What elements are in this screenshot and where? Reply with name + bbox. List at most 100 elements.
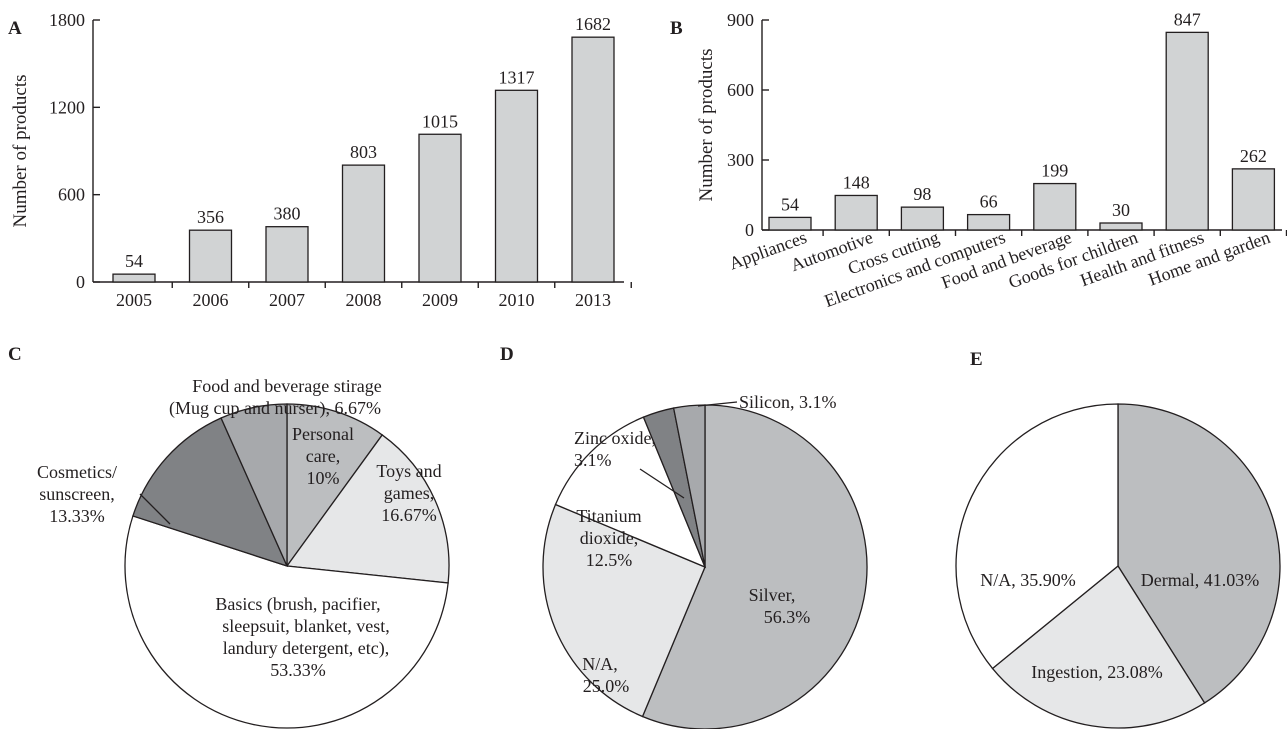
x-tick-label: 2005 <box>116 290 152 310</box>
bar <box>341 164 386 283</box>
pie-slice <box>286 403 384 569</box>
bar <box>1033 182 1077 231</box>
bar <box>188 229 233 283</box>
bar-value-label: 1015 <box>422 111 458 131</box>
slice-label: 3.1% <box>574 450 612 470</box>
bar <box>1165 31 1209 231</box>
bar-value-label: 847 <box>1174 9 1201 29</box>
slice-label: games, <box>384 483 434 503</box>
y-tick-label: 0 <box>745 220 754 240</box>
bar-value-label: 1317 <box>499 67 535 87</box>
slice-label: landury detergent, etc), <box>223 638 390 659</box>
slice-label: 10% <box>307 468 340 488</box>
y-axis-title: Number of products <box>10 74 31 227</box>
slice-label: N/A, <box>582 654 618 674</box>
slice-label: Basics (brush, pacifier, <box>215 594 380 615</box>
bar-value-label: 199 <box>1041 161 1068 181</box>
x-tick-label: 2007 <box>269 290 305 310</box>
bar-value-label: 262 <box>1240 146 1267 166</box>
slice-label: 16.67% <box>381 505 437 525</box>
pie-slice <box>554 416 707 569</box>
slice-label: 56.3% <box>764 607 811 627</box>
panel-letter-b: B <box>670 18 683 39</box>
slice-label: N/A, 35.90% <box>980 570 1076 590</box>
panel-letter-a: A <box>8 18 22 39</box>
bar <box>265 226 309 283</box>
bar <box>571 36 615 283</box>
leader-line <box>139 493 171 525</box>
bar <box>966 213 1011 231</box>
pie-slice <box>991 565 1206 729</box>
slice-label: Food and beverage stirage <box>192 376 381 396</box>
bar-value-label: 380 <box>274 204 301 224</box>
slice-label: Zinc oxide, <box>574 428 656 448</box>
slice-label: care, <box>306 446 340 466</box>
panel-letter-d: D <box>500 344 514 365</box>
bar-value-label: 356 <box>197 207 224 227</box>
y-axis-title: Number of products <box>696 48 717 201</box>
x-tick-label: 2008 <box>346 290 382 310</box>
slice-label: Personal <box>292 424 354 444</box>
slice-label: Dermal, 41.03% <box>1141 570 1259 590</box>
pie-slice <box>285 434 450 584</box>
y-tick-label: 1800 <box>49 10 85 30</box>
y-tick-label: 1200 <box>49 97 85 117</box>
bar <box>418 133 462 283</box>
y-tick-label: 900 <box>727 10 754 30</box>
bar-value-label: 803 <box>350 142 377 162</box>
pie-chart-d: Silver,56.3% N/A,25.0% Titaniumdioxide,12.… <box>542 392 868 729</box>
panel-letter-c: C <box>8 344 22 365</box>
bar-value-label: 148 <box>843 172 870 192</box>
pie-slice <box>124 515 449 729</box>
bar-value-label: 54 <box>781 194 799 214</box>
bar-value-label: 66 <box>980 192 998 212</box>
bar <box>900 206 945 231</box>
slice-label: 53.33% <box>270 660 326 680</box>
slice-label: Silicon, 3.1% <box>739 392 837 412</box>
bar-chart-a: 0 600 1200 1800 Number of products 54 2005 356 2… <box>10 10 632 310</box>
slice-label: Titanium <box>576 506 641 526</box>
bar <box>768 216 812 231</box>
slice-label: Cosmetics/ <box>37 462 117 482</box>
bar-value-label: 54 <box>125 251 143 271</box>
panel-letter-e: E <box>970 349 983 370</box>
pie-slice <box>955 403 1119 670</box>
bar-value-label: 1682 <box>575 14 611 34</box>
pie-slice <box>542 503 706 718</box>
pie-slice <box>641 404 868 729</box>
leader-line <box>639 468 685 499</box>
bar <box>834 194 878 231</box>
y-tick-label: 300 <box>727 150 754 170</box>
slice-label: Silver, <box>749 585 796 605</box>
slice-label: Toys and <box>376 461 441 481</box>
bar <box>1231 168 1276 231</box>
slice-label: (Mug cup and nurser), 6.67% <box>169 398 381 419</box>
slice-label: sunscreen, <box>39 484 114 504</box>
x-tick-label: 2010 <box>499 290 535 310</box>
x-tick-label: 2013 <box>575 290 611 310</box>
pie-slice <box>132 417 289 568</box>
bar <box>112 273 156 283</box>
y-tick-label: 600 <box>727 80 754 100</box>
slice-label: dioxide, <box>580 528 639 548</box>
pie-chart-e: Dermal, 41.03% Ingestion, 23.08% N/A, 35.9… <box>955 403 1281 729</box>
slice-label: Ingestion, 23.08% <box>1031 662 1162 682</box>
slice-label: 12.5% <box>586 550 633 570</box>
x-tick-label: 2006 <box>193 290 229 310</box>
y-tick-label: 0 <box>76 272 85 292</box>
bar <box>494 89 539 283</box>
pie-slice <box>1117 403 1281 704</box>
leader-line <box>697 401 738 407</box>
bar <box>1099 222 1143 231</box>
x-tick-label: 2009 <box>422 290 458 310</box>
slice-label: 25.0% <box>583 676 630 696</box>
slice-label: sleepsuit, blanket, vest, <box>222 616 389 636</box>
bar-value-label: 30 <box>1112 200 1130 220</box>
slice-label: 13.33% <box>49 506 105 526</box>
y-tick-label: 600 <box>58 185 85 205</box>
pie-slice <box>220 403 288 567</box>
bar-value-label: 98 <box>913 184 931 204</box>
